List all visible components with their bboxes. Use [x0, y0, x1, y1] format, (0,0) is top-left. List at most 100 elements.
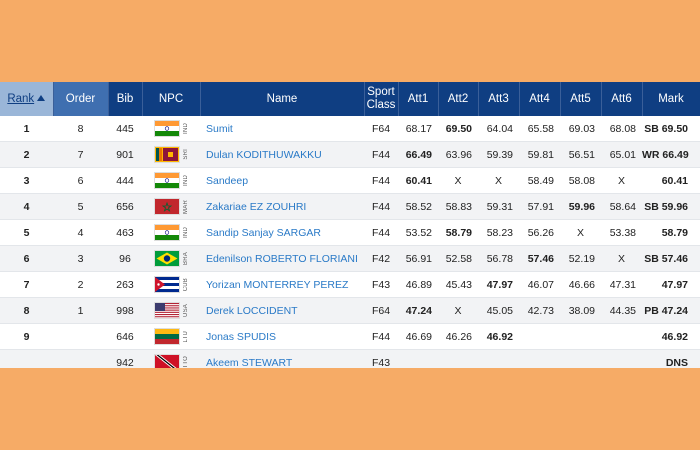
- attempt-4-cell: 65.58: [519, 116, 560, 142]
- bib-cell: 942: [108, 349, 142, 368]
- sport-class-column-header[interactable]: Sport Class: [364, 82, 399, 116]
- attempt-2-cell: 58.83: [438, 193, 478, 220]
- att3-column-header[interactable]: Att3: [478, 82, 520, 116]
- athlete-name-link[interactable]: Dulan KODITHUWAKKU: [200, 141, 364, 168]
- rank-cell: 5: [0, 219, 53, 246]
- npc-cell: SRI: [142, 141, 200, 168]
- order-column-header[interactable]: Order: [53, 82, 109, 116]
- attempt-5-cell: 69.03: [560, 116, 601, 142]
- athlete-name-link[interactable]: Derek LOCCIDENT: [200, 297, 364, 324]
- bib-cell: 463: [108, 219, 142, 246]
- athlete-name-link[interactable]: Yorizan MONTERREY PEREZ: [200, 271, 364, 298]
- athlete-name-link[interactable]: Sandeep: [200, 167, 364, 194]
- attempt-3-cell: 58.23: [478, 219, 519, 246]
- lithuania-flag-icon: [153, 328, 180, 345]
- order-cell: 8: [53, 116, 108, 142]
- athlete-name-link[interactable]: Zakariae EZ ZOUHRI: [200, 193, 364, 220]
- att2-column-header[interactable]: Att2: [438, 82, 479, 116]
- table-row: 7 2 263 CUB Yorizan MONTERREY PEREZ F43 46.89 4…: [0, 271, 700, 298]
- attempt-1-cell: 68.17: [398, 116, 438, 142]
- rank-cell: 6: [0, 245, 53, 272]
- attempt-1-cell: 60.41: [398, 167, 438, 194]
- mark-cell: SB 59.96: [642, 193, 700, 220]
- npc-cell: IND: [142, 116, 200, 142]
- rank-header-label[interactable]: Rank: [7, 92, 35, 105]
- order-cell: 7: [53, 141, 108, 168]
- attempt-1-cell: 56.91: [398, 245, 438, 272]
- attempt-6-cell: 65.01: [601, 141, 642, 168]
- bib-cell: 998: [108, 297, 142, 324]
- rank-cell: 3: [0, 167, 53, 194]
- attempt-6-cell: 47.31: [601, 271, 642, 298]
- sport-class-cell: F44: [364, 219, 398, 246]
- attempt-2-cell: 69.50: [438, 116, 478, 142]
- sport-class-cell: F44: [364, 141, 398, 168]
- attempt-4-cell: 58.49: [519, 167, 560, 194]
- attempt-3-cell: X: [478, 167, 519, 194]
- rank-cell: 8: [0, 297, 53, 324]
- mark-cell: PB 47.24: [642, 297, 700, 324]
- table-row: 5 4 463 IND Sandip Sanjay SARGAR F44 53.52 58.7…: [0, 219, 700, 246]
- attempt-6-cell: 53.38: [601, 219, 642, 246]
- order-cell: 6: [53, 167, 108, 194]
- india-flag-icon: [153, 224, 180, 241]
- attempt-6-cell: [601, 323, 642, 350]
- athlete-name-link[interactable]: Jonas SPUDIS: [200, 323, 364, 350]
- npc-cell: MAR: [142, 193, 200, 220]
- athlete-name-link[interactable]: Edenilson ROBERTO FLORIANI: [200, 245, 364, 272]
- attempt-3-cell: 45.05: [478, 297, 519, 324]
- athlete-name-link[interactable]: Akeem STEWART: [200, 349, 364, 368]
- npc-code: TTO: [182, 356, 189, 368]
- attempt-2-cell: X: [438, 297, 478, 324]
- attempt-2-cell: 45.43: [438, 271, 478, 298]
- attempt-6-cell: X: [601, 245, 642, 272]
- attempt-1-cell: 53.52: [398, 219, 438, 246]
- sort-ascending-icon[interactable]: [37, 94, 46, 101]
- mark-column-header[interactable]: Mark: [642, 82, 700, 116]
- attempt-6-cell: [601, 349, 642, 368]
- attempt-3-cell: 56.78: [478, 245, 519, 272]
- table-row: 6 3 96 BRA Edenilson ROBERTO FLORIANI F42 56.9…: [0, 245, 700, 272]
- name-column-header[interactable]: Name: [200, 82, 365, 116]
- attempt-3-cell: 46.92: [478, 323, 519, 350]
- mark-cell: WR 66.49: [642, 141, 700, 168]
- att4-column-header[interactable]: Att4: [519, 82, 561, 116]
- sport-class-cell: F44: [364, 323, 398, 350]
- att1-column-header[interactable]: Att1: [398, 82, 439, 116]
- athlete-name-link[interactable]: Sandip Sanjay SARGAR: [200, 219, 364, 246]
- attempt-3-cell: 59.31: [478, 193, 519, 220]
- order-cell: 2: [53, 271, 108, 298]
- sport-class-cell: F44: [364, 193, 398, 220]
- att6-column-header[interactable]: Att6: [601, 82, 643, 116]
- sport-class-cell: F64: [364, 297, 398, 324]
- npc-code: LTU: [182, 330, 189, 343]
- npc-code: MAR: [182, 199, 189, 214]
- attempt-6-cell: 44.35: [601, 297, 642, 324]
- mark-cell: DNS: [642, 349, 700, 368]
- att5-column-header[interactable]: Att5: [560, 82, 602, 116]
- sport-class-cell: F43: [364, 349, 398, 368]
- rank-column-header[interactable]: Rank: [0, 82, 54, 116]
- bib-column-header[interactable]: Bib: [108, 82, 143, 116]
- results-table: Rank Order Bib NPC Name Sport Class Att1…: [0, 82, 700, 368]
- npc-code: IND: [182, 123, 189, 134]
- athlete-name-link[interactable]: Sumit: [200, 116, 364, 142]
- attempt-5-cell: [560, 349, 601, 368]
- mark-cell: SB 57.46: [642, 245, 700, 272]
- attempt-2-cell: 63.96: [438, 141, 478, 168]
- india-flag-icon: [153, 172, 180, 189]
- table-row: 1 8 445 IND Sumit F64 68.17 69.50 64.04 65.58 69.0…: [0, 116, 700, 142]
- usa-flag-icon: [153, 302, 180, 319]
- attempt-1-cell: [398, 349, 438, 368]
- npc-column-header[interactable]: NPC: [142, 82, 201, 116]
- attempt-3-cell: 59.39: [478, 141, 519, 168]
- attempt-3-cell: 47.97: [478, 271, 519, 298]
- rank-cell: 7: [0, 271, 53, 298]
- attempt-6-cell: 68.08: [601, 116, 642, 142]
- table-row: 2 7 901 SRI Dulan KODITHUWAKKU F44 66.49 63.96 5…: [0, 141, 700, 168]
- mark-cell: 58.79: [642, 219, 700, 246]
- attempt-3-cell: [478, 349, 519, 368]
- npc-code: IND: [182, 227, 189, 238]
- attempt-4-cell: 57.46: [519, 245, 560, 272]
- attempt-5-cell: 52.19: [560, 245, 601, 272]
